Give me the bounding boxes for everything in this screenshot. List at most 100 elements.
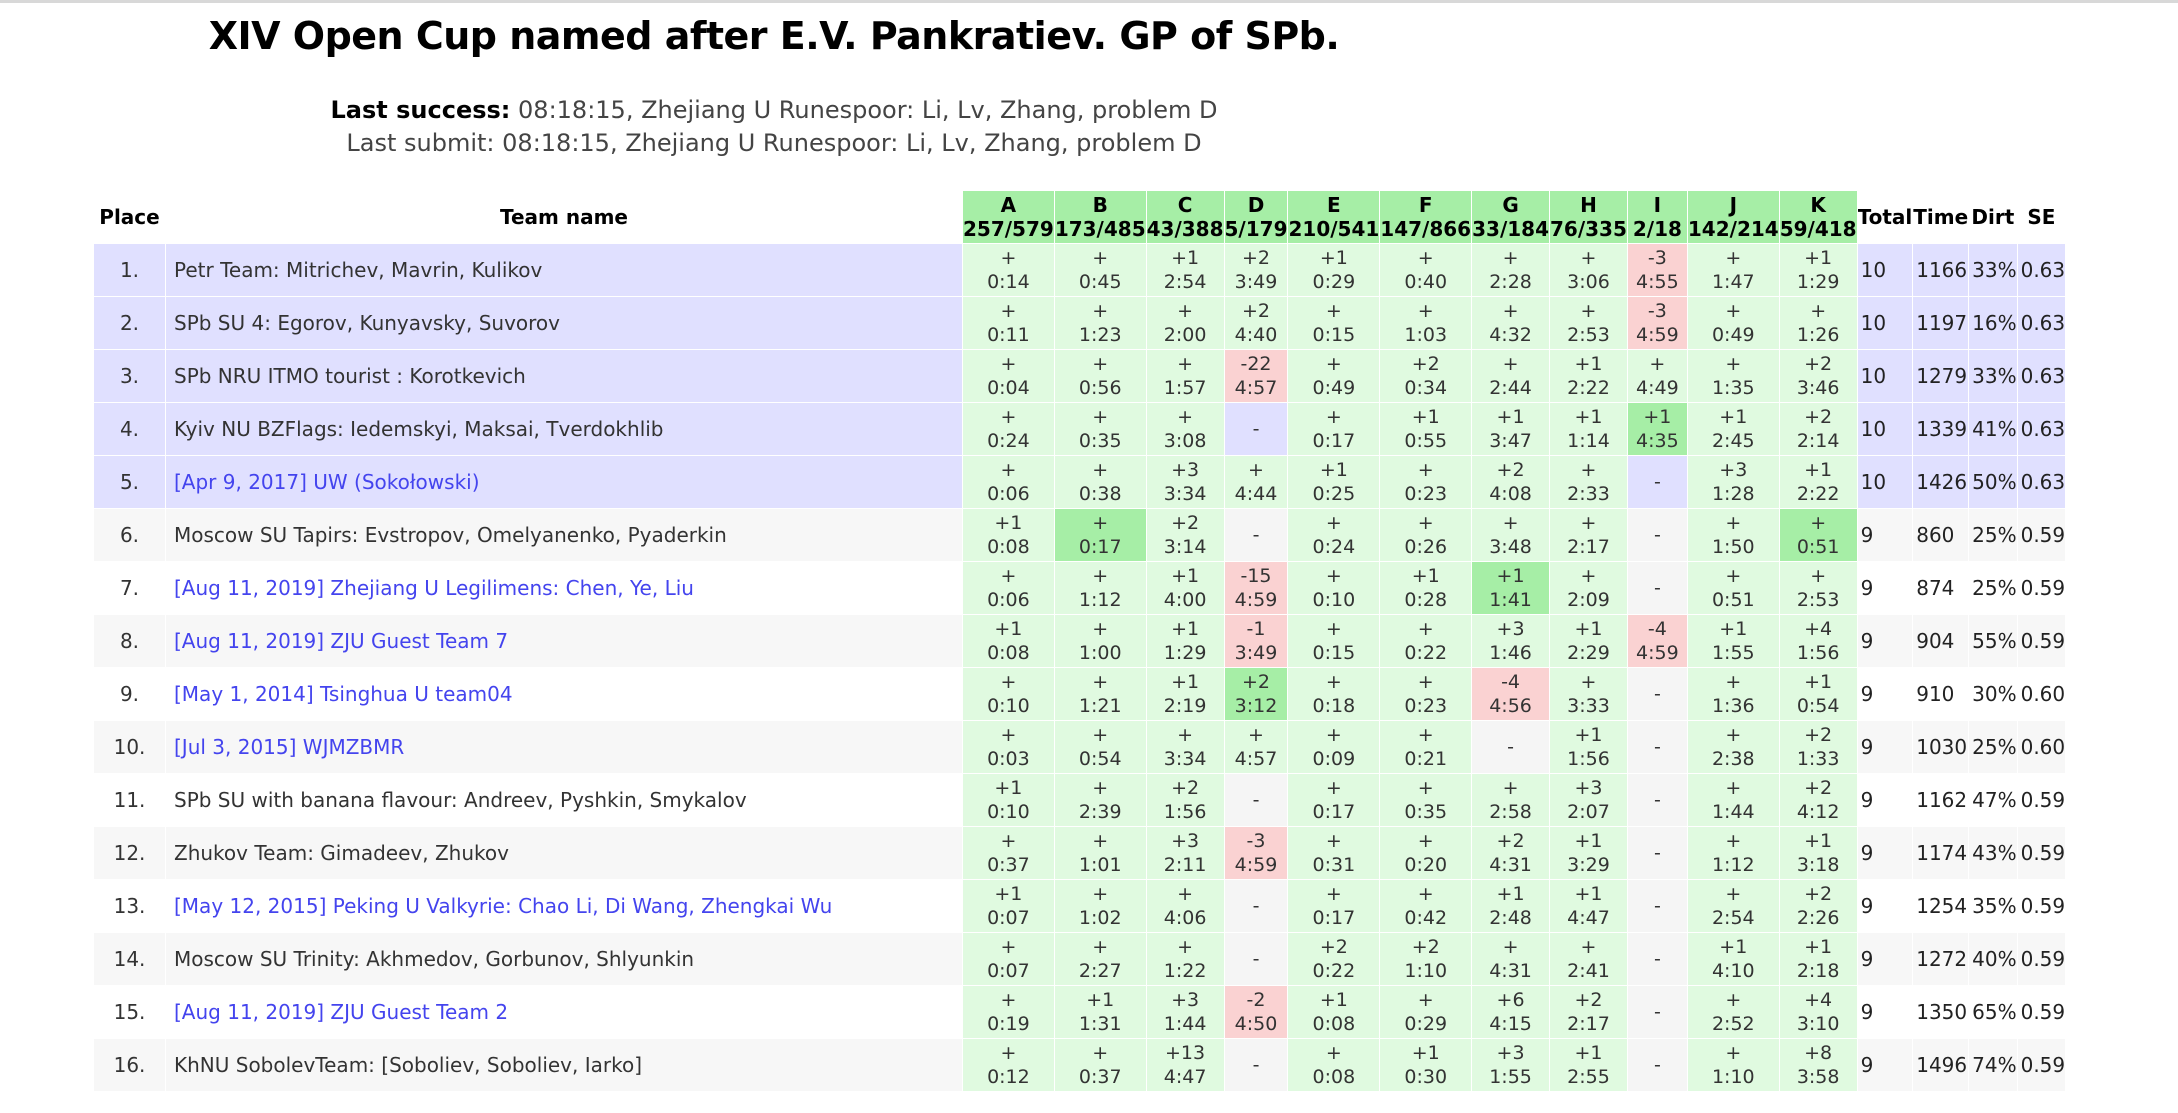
attempts: - [1653,1001,1661,1023]
solve-time: 0:14 [987,271,1030,293]
problem-cell-c: +2:00 [1145,296,1225,350]
problem-cell-a: +0:06 [962,455,1055,509]
solve-time: 0:20 [1404,854,1448,876]
attempts: +1 [1171,565,1200,587]
solve-time: 3:18 [1796,854,1840,876]
attempts: + [1092,1042,1109,1064]
se-cell: 0.63 [2016,402,2067,456]
solve-time: 1:10 [1711,1066,1755,1088]
attempts: + [1417,247,1434,269]
dirt-cell: 25% [1968,508,2018,562]
attempts: - [1653,1054,1661,1076]
attempts: + [1725,1042,1742,1064]
time-cell: 1496 [1912,1038,1970,1092]
header-problem-i[interactable]: I 2/18 [1626,190,1688,244]
solve-time: 1:12 [1078,589,1122,611]
attempts: +4 [1804,989,1833,1011]
team-name: Moscow SU Trinity: Akhmedov, Gorbunov, S… [165,932,963,986]
problem-letter: I [1653,193,1662,217]
team-link[interactable]: [Aug 11, 2019] ZJU Guest Team 7 [165,614,963,668]
header-problem-g[interactable]: G 33/184 [1471,190,1550,244]
problem-cell-h: +2:33 [1549,455,1628,509]
table-row: 7. [Aug 11, 2019] Zhejiang U Legilimens: … [93,561,2067,615]
solve-time: 1:56 [1796,642,1840,664]
solve-time: 0:31 [1312,854,1356,876]
problem-cell-k: +2 2:26 [1778,879,1858,933]
team-link[interactable]: [Jul 3, 2015] WJMZBMR [165,720,963,774]
problem-cell-j: +1:50 [1686,508,1780,562]
problem-cell-j: +2:38 [1686,720,1780,774]
header-problem-j[interactable]: J 142/214 [1686,190,1780,244]
attempts: +1 [1574,406,1603,428]
header-problem-f[interactable]: F 147/866 [1379,190,1473,244]
problem-cell-a: +0:06 [962,561,1055,615]
problem-letter: K [1810,193,1826,217]
attempts: +2 [1804,777,1833,799]
header-problem-a[interactable]: A 257/579 [962,190,1055,244]
solve-time: 4:15 [1489,1013,1532,1035]
dirt-cell: 47% [1968,773,2018,827]
solve-time: 2:33 [1567,483,1610,505]
attempts: +1 [1804,830,1833,852]
attempts: + [1000,830,1017,852]
attempts: + [1092,247,1109,269]
team-link[interactable]: [Aug 11, 2019] Zhejiang U Legilimens: Ch… [165,561,963,615]
solve-time: 0:29 [1312,271,1356,293]
team-link[interactable]: [Apr 9, 2017] UW (Sokołowski) [165,455,963,509]
header-problem-h[interactable]: H 76/335 [1549,190,1628,244]
table-row: 4. Kyiv NU BZFlags: Iedemskyi, Maksai, Tv… [93,402,2067,456]
attempts: + [1092,724,1109,746]
header-problem-k[interactable]: K 59/418 [1778,190,1858,244]
problem-cell-g: +1 2:48 [1471,879,1550,933]
attempts: + [1325,353,1342,375]
problem-cell-b: +2:39 [1053,773,1147,827]
problem-cell-c: +3 3:34 [1145,455,1225,509]
dirt-cell: 35% [1968,879,2018,933]
problem-cell-e: +0:15 [1287,614,1381,668]
problem-cell-k: +2:53 [1778,561,1858,615]
team-name: Kyiv NU BZFlags: Iedemskyi, Maksai, Tver… [165,402,963,456]
attempts: +1 [1411,565,1440,587]
header-problem-e[interactable]: E 210/541 [1287,190,1381,244]
table-row: 13. [May 12, 2015] Peking U Valkyrie: Cha… [93,879,2067,933]
header-problem-d[interactable]: D 5/179 [1223,190,1289,244]
solve-time: 2:29 [1567,642,1610,664]
attempts: - [1653,948,1661,970]
attempts: + [1417,777,1434,799]
team-link[interactable]: [Aug 11, 2019] ZJU Guest Team 2 [165,985,963,1039]
problem-cell-j: +1:44 [1686,773,1780,827]
problem-cell-e: +0:17 [1287,879,1381,933]
problem-cell-i: - [1626,985,1688,1039]
problem-cell-k: +4 3:10 [1778,985,1858,1039]
solve-time: 1:29 [1796,271,1840,293]
problem-cell-f: +0:20 [1379,826,1473,880]
problem-cell-j: +1:12 [1686,826,1780,880]
solve-time: 0:22 [1404,642,1448,664]
attempts: + [1092,618,1109,640]
solve-time: 0:18 [1312,695,1356,717]
problem-cell-e: +1 0:25 [1287,455,1381,509]
attempts: +1 [1719,406,1748,428]
header-problem-c[interactable]: C 43/388 [1145,190,1225,244]
problem-cell-b: +0:37 [1053,1038,1147,1092]
team-link[interactable]: [May 1, 2014] Tsinghua U team04 [165,667,963,721]
team-link[interactable]: [May 12, 2015] Peking U Valkyrie: Chao L… [165,879,963,933]
solve-time: 0:51 [1711,589,1755,611]
solve-time: 4:31 [1489,960,1532,982]
header-total: Total [1856,190,1914,244]
header-problem-b[interactable]: B 173/485 [1053,190,1147,244]
dirt-cell: 33% [1968,349,2018,403]
solve-time: 4:32 [1489,324,1532,346]
problem-cell-g: +4:32 [1471,296,1550,350]
attempts: +1 [994,883,1023,905]
attempts: +1 [1496,565,1525,587]
problem-cell-h: +1 2:22 [1549,349,1628,403]
solve-time: 2:38 [1711,748,1755,770]
place-cell: 10. [93,720,166,774]
problem-cell-e: +0:49 [1287,349,1381,403]
problem-cell-g: +6 4:15 [1471,985,1550,1039]
time-cell: 1166 [1912,243,1970,297]
solve-time: 0:06 [987,483,1030,505]
solve-time: 0:24 [1312,536,1356,558]
place-cell: 2. [93,296,166,350]
